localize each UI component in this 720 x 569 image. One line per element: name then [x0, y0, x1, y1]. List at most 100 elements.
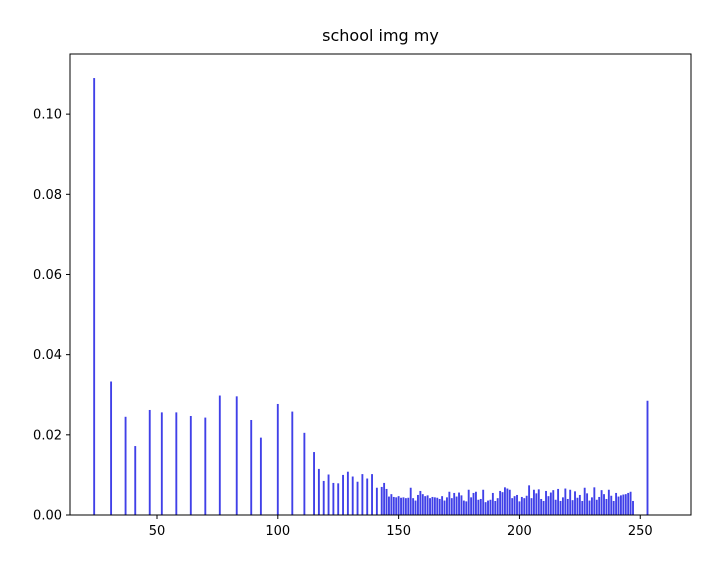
bar: [414, 500, 417, 515]
bar: [477, 499, 480, 515]
bar: [549, 492, 552, 515]
bar: [482, 489, 485, 515]
bar: [402, 497, 405, 515]
bar: [175, 412, 178, 515]
bar: [506, 488, 509, 515]
bar: [588, 500, 591, 515]
x-tick-label: 150: [386, 524, 411, 539]
bar: [605, 498, 608, 515]
y-tick-label: 0.04: [33, 348, 62, 363]
x-tick-label: 250: [628, 524, 653, 539]
bar: [400, 497, 402, 515]
bar: [134, 446, 137, 515]
bar: [337, 483, 340, 515]
bar: [627, 492, 630, 515]
bar: [218, 395, 221, 515]
bar: [235, 396, 238, 515]
bar: [501, 492, 504, 515]
bar: [436, 497, 439, 515]
bar: [204, 417, 207, 515]
x-tick-label: 50: [149, 524, 166, 539]
bar: [93, 78, 96, 516]
bar: [479, 498, 482, 515]
bar: [291, 411, 294, 515]
bar: [533, 489, 535, 515]
bar: [455, 496, 458, 515]
bar: [431, 496, 434, 515]
bar: [327, 474, 330, 515]
bar: [313, 452, 315, 515]
bar: [397, 496, 400, 515]
bar: [581, 500, 584, 515]
bar: [525, 495, 528, 515]
bar: [535, 493, 538, 515]
bar: [417, 494, 419, 515]
bar: [419, 490, 422, 515]
bar: [547, 496, 550, 515]
bar: [590, 497, 593, 515]
bar: [612, 500, 615, 515]
x-axis: 50 100 150 200 250: [149, 515, 653, 539]
bar: [317, 468, 320, 515]
y-tick-label: 0.10: [33, 108, 62, 123]
bar: [453, 492, 456, 515]
bar: [361, 474, 364, 515]
bar: [542, 500, 545, 515]
bar: [475, 491, 477, 515]
bars-group: [93, 78, 649, 516]
bar: [366, 478, 369, 515]
bar: [380, 486, 383, 515]
bar: [390, 494, 393, 515]
bar: [259, 437, 262, 515]
bar: [383, 482, 386, 515]
bar: [554, 499, 557, 515]
bar: [569, 489, 572, 515]
bar: [557, 488, 560, 515]
bar: [472, 492, 475, 515]
bar: [528, 485, 531, 515]
bar: [375, 487, 378, 515]
bar: [441, 496, 444, 515]
bar: [603, 494, 605, 515]
bar: [460, 495, 463, 515]
bar: [646, 400, 649, 515]
bar: [520, 496, 523, 515]
y-tick-label: 0.08: [33, 188, 62, 203]
bar: [552, 490, 555, 515]
bar: [619, 495, 622, 515]
bar: [124, 416, 127, 515]
bar: [443, 500, 446, 515]
bar: [566, 498, 569, 515]
bar: [322, 480, 325, 515]
bar: [276, 403, 279, 515]
x-tick-label: 100: [265, 524, 290, 539]
plot-frame: [69, 53, 692, 516]
bar: [499, 490, 502, 515]
bar: [586, 493, 589, 515]
bar: [392, 496, 395, 515]
bar: [504, 487, 506, 515]
bar: [433, 497, 436, 515]
bar: [574, 491, 576, 515]
bar: [346, 471, 349, 515]
bar: [496, 498, 499, 515]
bar: [148, 409, 151, 515]
bar: [595, 499, 598, 515]
bar: [518, 501, 521, 515]
bar: [559, 500, 562, 515]
x-tick-label: 200: [507, 524, 532, 539]
y-tick-label: 0.06: [33, 268, 62, 283]
bar: [385, 488, 388, 515]
bar: [511, 498, 514, 515]
bar: [615, 492, 618, 515]
bar: [578, 494, 581, 515]
bar: [489, 499, 492, 515]
bar: [624, 494, 627, 515]
bar: [470, 497, 473, 515]
bar: [303, 432, 306, 515]
bar: [571, 500, 574, 515]
bar: [404, 498, 407, 515]
bar: [110, 381, 113, 515]
bar: [356, 481, 359, 515]
